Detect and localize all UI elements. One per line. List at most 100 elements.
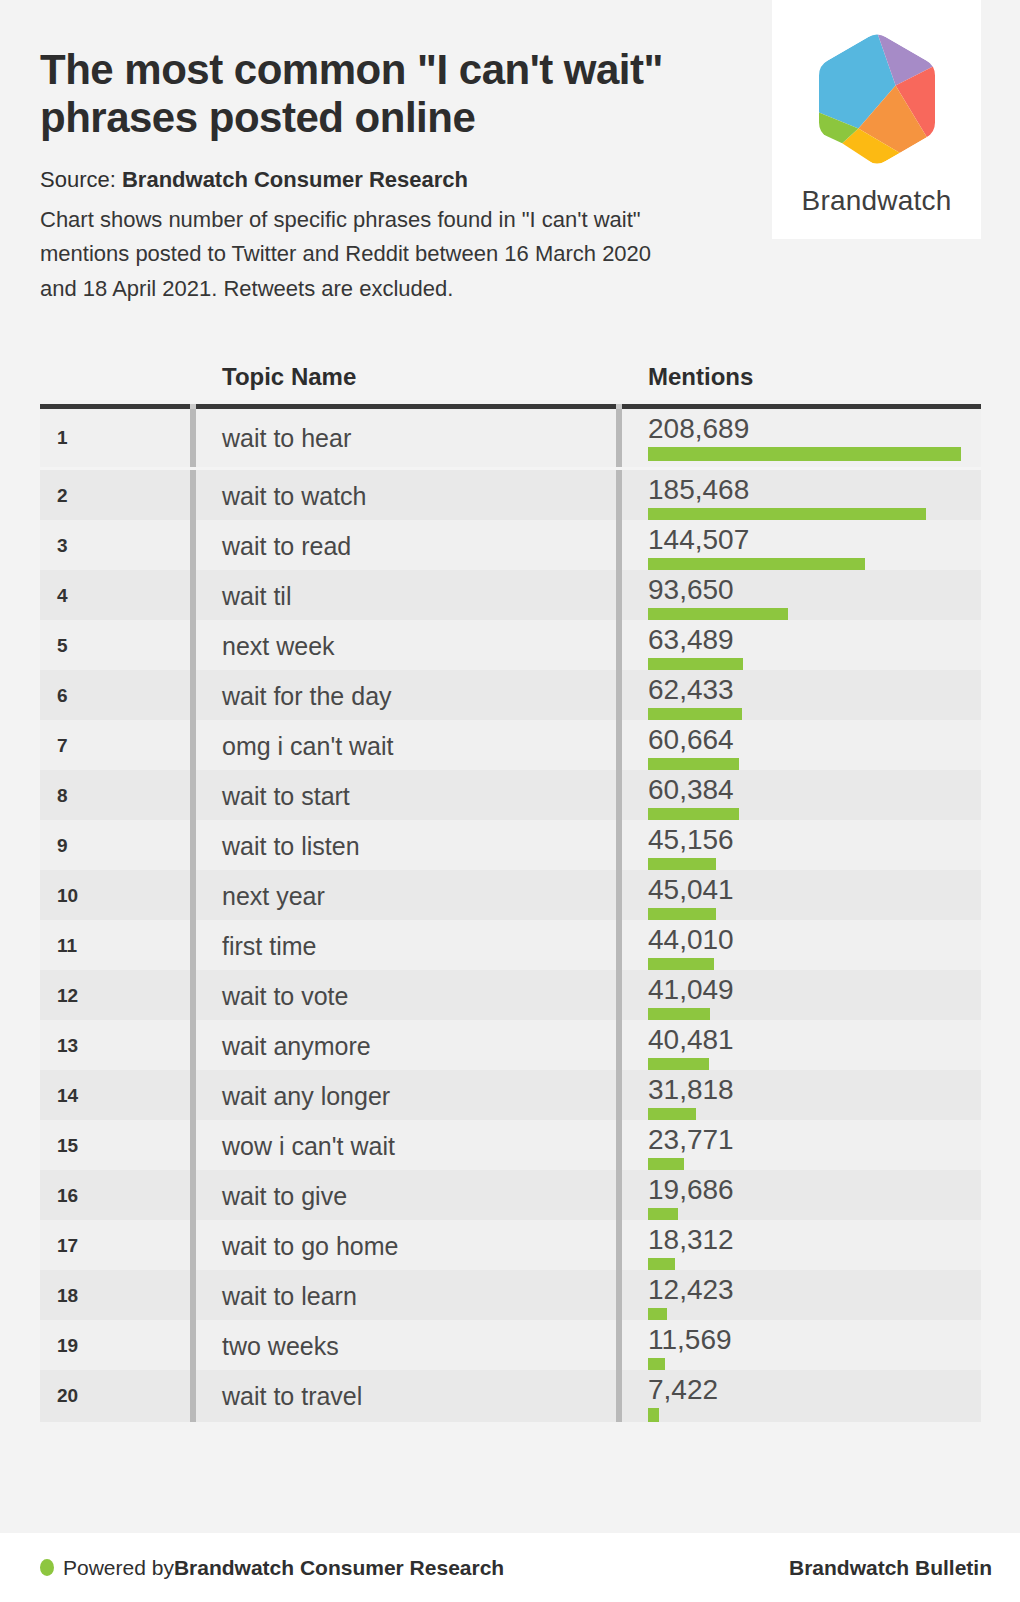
rank-number: 7: [57, 735, 68, 757]
table-row: 12 wait to vote 41,049: [40, 967, 981, 1017]
mentions-count: 19,686: [648, 1175, 981, 1205]
topic-cell: omg i can't wait: [196, 720, 616, 772]
mentions-bar: [648, 1408, 659, 1422]
table-row: 1 wait to hear 208,689: [40, 409, 981, 467]
mentions-count: 31,818: [648, 1075, 981, 1105]
footer: Powered by Brandwatch Consumer Research …: [0, 1533, 1020, 1602]
topic-cell: wait til: [196, 570, 616, 622]
mentions-cell: 60,384: [622, 770, 981, 822]
topic-cell: next week: [196, 620, 616, 672]
mentions-count: 60,384: [648, 775, 981, 805]
table-row: 6 wait for the day 62,433: [40, 667, 981, 717]
mentions-table: Topic Name Mentions 1 wait to hear 208,6…: [40, 342, 981, 1417]
mentions-cell: 41,049: [622, 970, 981, 1022]
rank-cell: 18: [40, 1270, 190, 1322]
table-row: 3 wait to read 144,507: [40, 517, 981, 567]
topic-name: next year: [222, 882, 325, 911]
table-row: 8 wait to start 60,384: [40, 767, 981, 817]
mentions-count: 7,422: [648, 1375, 981, 1405]
topic-cell: wait to hear: [196, 409, 616, 467]
rank-cell: 20: [40, 1370, 190, 1422]
rank-cell: 7: [40, 720, 190, 772]
rank-number: 20: [57, 1385, 78, 1407]
rank-number: 12: [57, 985, 78, 1007]
mentions-cell: 208,689: [622, 409, 981, 467]
mentions-cell: 18,312: [622, 1220, 981, 1272]
table-row: 7 omg i can't wait 60,664: [40, 717, 981, 767]
brandwatch-logo-text: Brandwatch: [802, 185, 952, 217]
mentions-cell: 12,423: [622, 1270, 981, 1322]
rank-cell: 1: [40, 409, 190, 467]
rank-cell: 15: [40, 1120, 190, 1172]
rank-number: 17: [57, 1235, 78, 1257]
rank-cell: 6: [40, 670, 190, 722]
mentions-cell: 31,818: [622, 1070, 981, 1122]
rank-number: 5: [57, 635, 68, 657]
table-row: 9 wait to listen 45,156: [40, 817, 981, 867]
table-row: 11 first time 44,010: [40, 917, 981, 967]
rank-number: 8: [57, 785, 68, 807]
topic-cell: wow i can't wait: [196, 1120, 616, 1172]
topic-name: wait til: [222, 582, 291, 611]
column-header-mentions: Mentions: [622, 363, 981, 391]
powered-by-brand: Brandwatch Consumer Research: [174, 1556, 504, 1580]
topic-name: wait any longer: [222, 1082, 390, 1111]
footer-publication: Brandwatch Bulletin: [789, 1556, 992, 1580]
mentions-bar: [648, 447, 961, 461]
mentions-count: 12,423: [648, 1275, 981, 1305]
topic-cell: wait to watch: [196, 470, 616, 522]
rank-cell: 5: [40, 620, 190, 672]
brandwatch-logo-card: Brandwatch: [772, 0, 981, 239]
mentions-count: 185,468: [648, 475, 981, 505]
topic-name: wait to watch: [222, 482, 367, 511]
topic-cell: wait to go home: [196, 1220, 616, 1272]
topic-cell: two weeks: [196, 1320, 616, 1372]
mentions-count: 44,010: [648, 925, 981, 955]
topic-cell: wait to learn: [196, 1270, 616, 1322]
topic-name: wait to give: [222, 1182, 347, 1211]
rank-cell: 9: [40, 820, 190, 872]
rank-number: 6: [57, 685, 68, 707]
topic-name: two weeks: [222, 1332, 339, 1361]
chart-description: Chart shows number of specific phrases f…: [40, 203, 740, 307]
topic-cell: wait any longer: [196, 1070, 616, 1122]
table-row: 14 wait any longer 31,818: [40, 1067, 981, 1117]
topic-cell: first time: [196, 920, 616, 972]
topic-cell: next year: [196, 870, 616, 922]
green-dot-icon: [40, 1559, 54, 1576]
source-label: Source:: [40, 167, 116, 192]
mentions-cell: 11,569: [622, 1320, 981, 1372]
topic-name: wait to read: [222, 532, 351, 561]
mentions-cell: 19,686: [622, 1170, 981, 1222]
mentions-count: 60,664: [648, 725, 981, 755]
table-row: 20 wait to travel 7,422: [40, 1367, 981, 1417]
topic-cell: wait for the day: [196, 670, 616, 722]
rank-cell: 17: [40, 1220, 190, 1272]
mentions-cell: 144,507: [622, 520, 981, 572]
rank-cell: 16: [40, 1170, 190, 1222]
rank-number: 13: [57, 1035, 78, 1057]
rank-number: 15: [57, 1135, 78, 1157]
mentions-count: 63,489: [648, 625, 981, 655]
rank-cell: 19: [40, 1320, 190, 1372]
topic-cell: wait anymore: [196, 1020, 616, 1072]
mentions-count: 18,312: [648, 1225, 981, 1255]
mentions-count: 11,569: [648, 1325, 981, 1355]
powered-by: Powered by Brandwatch Consumer Research: [40, 1556, 504, 1580]
topic-name: wait to go home: [222, 1232, 399, 1261]
rank-number: 3: [57, 535, 68, 557]
topic-name: wait anymore: [222, 1032, 371, 1061]
table-row: 18 wait to learn 12,423: [40, 1267, 981, 1317]
topic-cell: wait to listen: [196, 820, 616, 872]
topic-name: wait to travel: [222, 1382, 362, 1411]
mentions-cell: 60,664: [622, 720, 981, 772]
rank-cell: 12: [40, 970, 190, 1022]
mentions-count: 208,689: [648, 414, 981, 444]
mentions-count: 45,156: [648, 825, 981, 855]
mentions-count: 144,507: [648, 525, 981, 555]
topic-name: wait for the day: [222, 682, 392, 711]
mentions-count: 40,481: [648, 1025, 981, 1055]
mentions-count: 93,650: [648, 575, 981, 605]
rank-number: 2: [57, 485, 68, 507]
topic-name: wait to hear: [222, 424, 351, 453]
